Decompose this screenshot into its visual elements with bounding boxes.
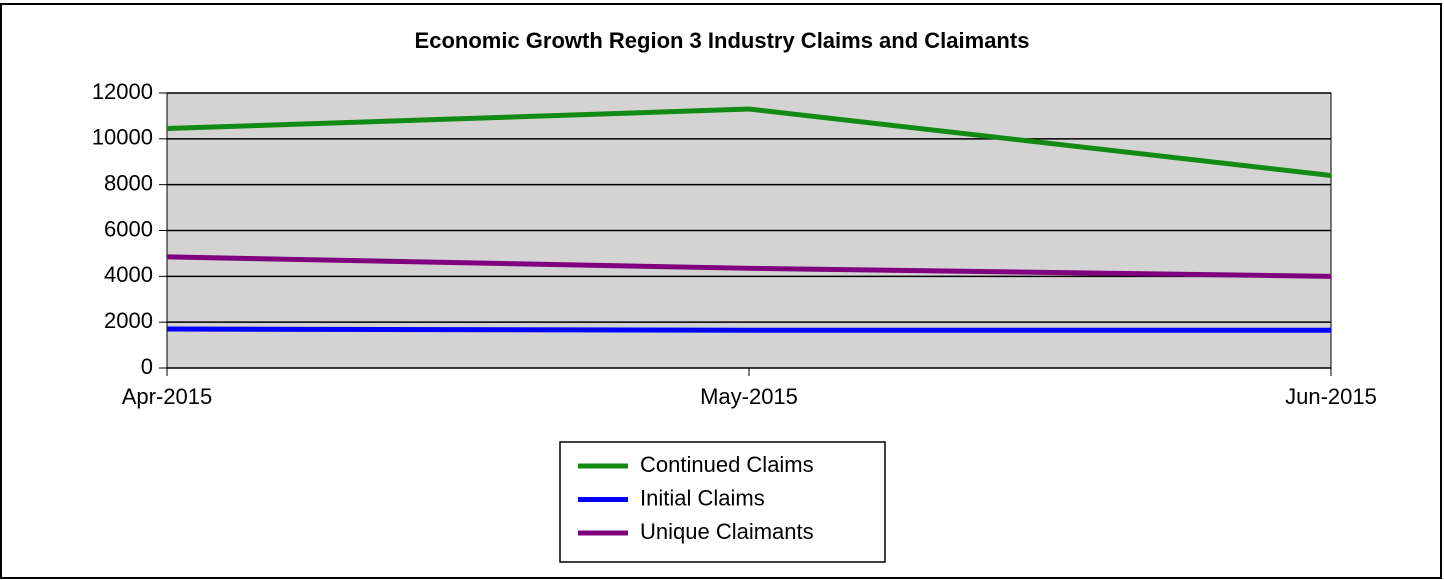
- legend-label: Unique Claimants: [640, 519, 814, 544]
- series-line: [166, 106, 1332, 178]
- x-tick-label: May-2015: [700, 384, 798, 409]
- x-tick-label: Jun-2015: [1285, 384, 1377, 409]
- y-tick-label: 2000: [104, 308, 153, 333]
- y-tick-label: 8000: [104, 170, 153, 195]
- series-line: [166, 254, 1332, 279]
- y-tick-label: 4000: [104, 262, 153, 287]
- y-tick-label: 6000: [104, 216, 153, 241]
- y-tick-label: 12000: [92, 79, 153, 104]
- x-tick-label: Apr-2015: [122, 384, 213, 409]
- series-line: [166, 326, 1331, 333]
- y-tick-label: 10000: [92, 125, 153, 150]
- chart-title: Economic Growth Region 3 Industry Claims…: [415, 28, 1030, 53]
- y-tick-label: 0: [141, 354, 153, 379]
- legend-label: Continued Claims: [640, 452, 814, 477]
- legend-label: Initial Claims: [640, 485, 765, 510]
